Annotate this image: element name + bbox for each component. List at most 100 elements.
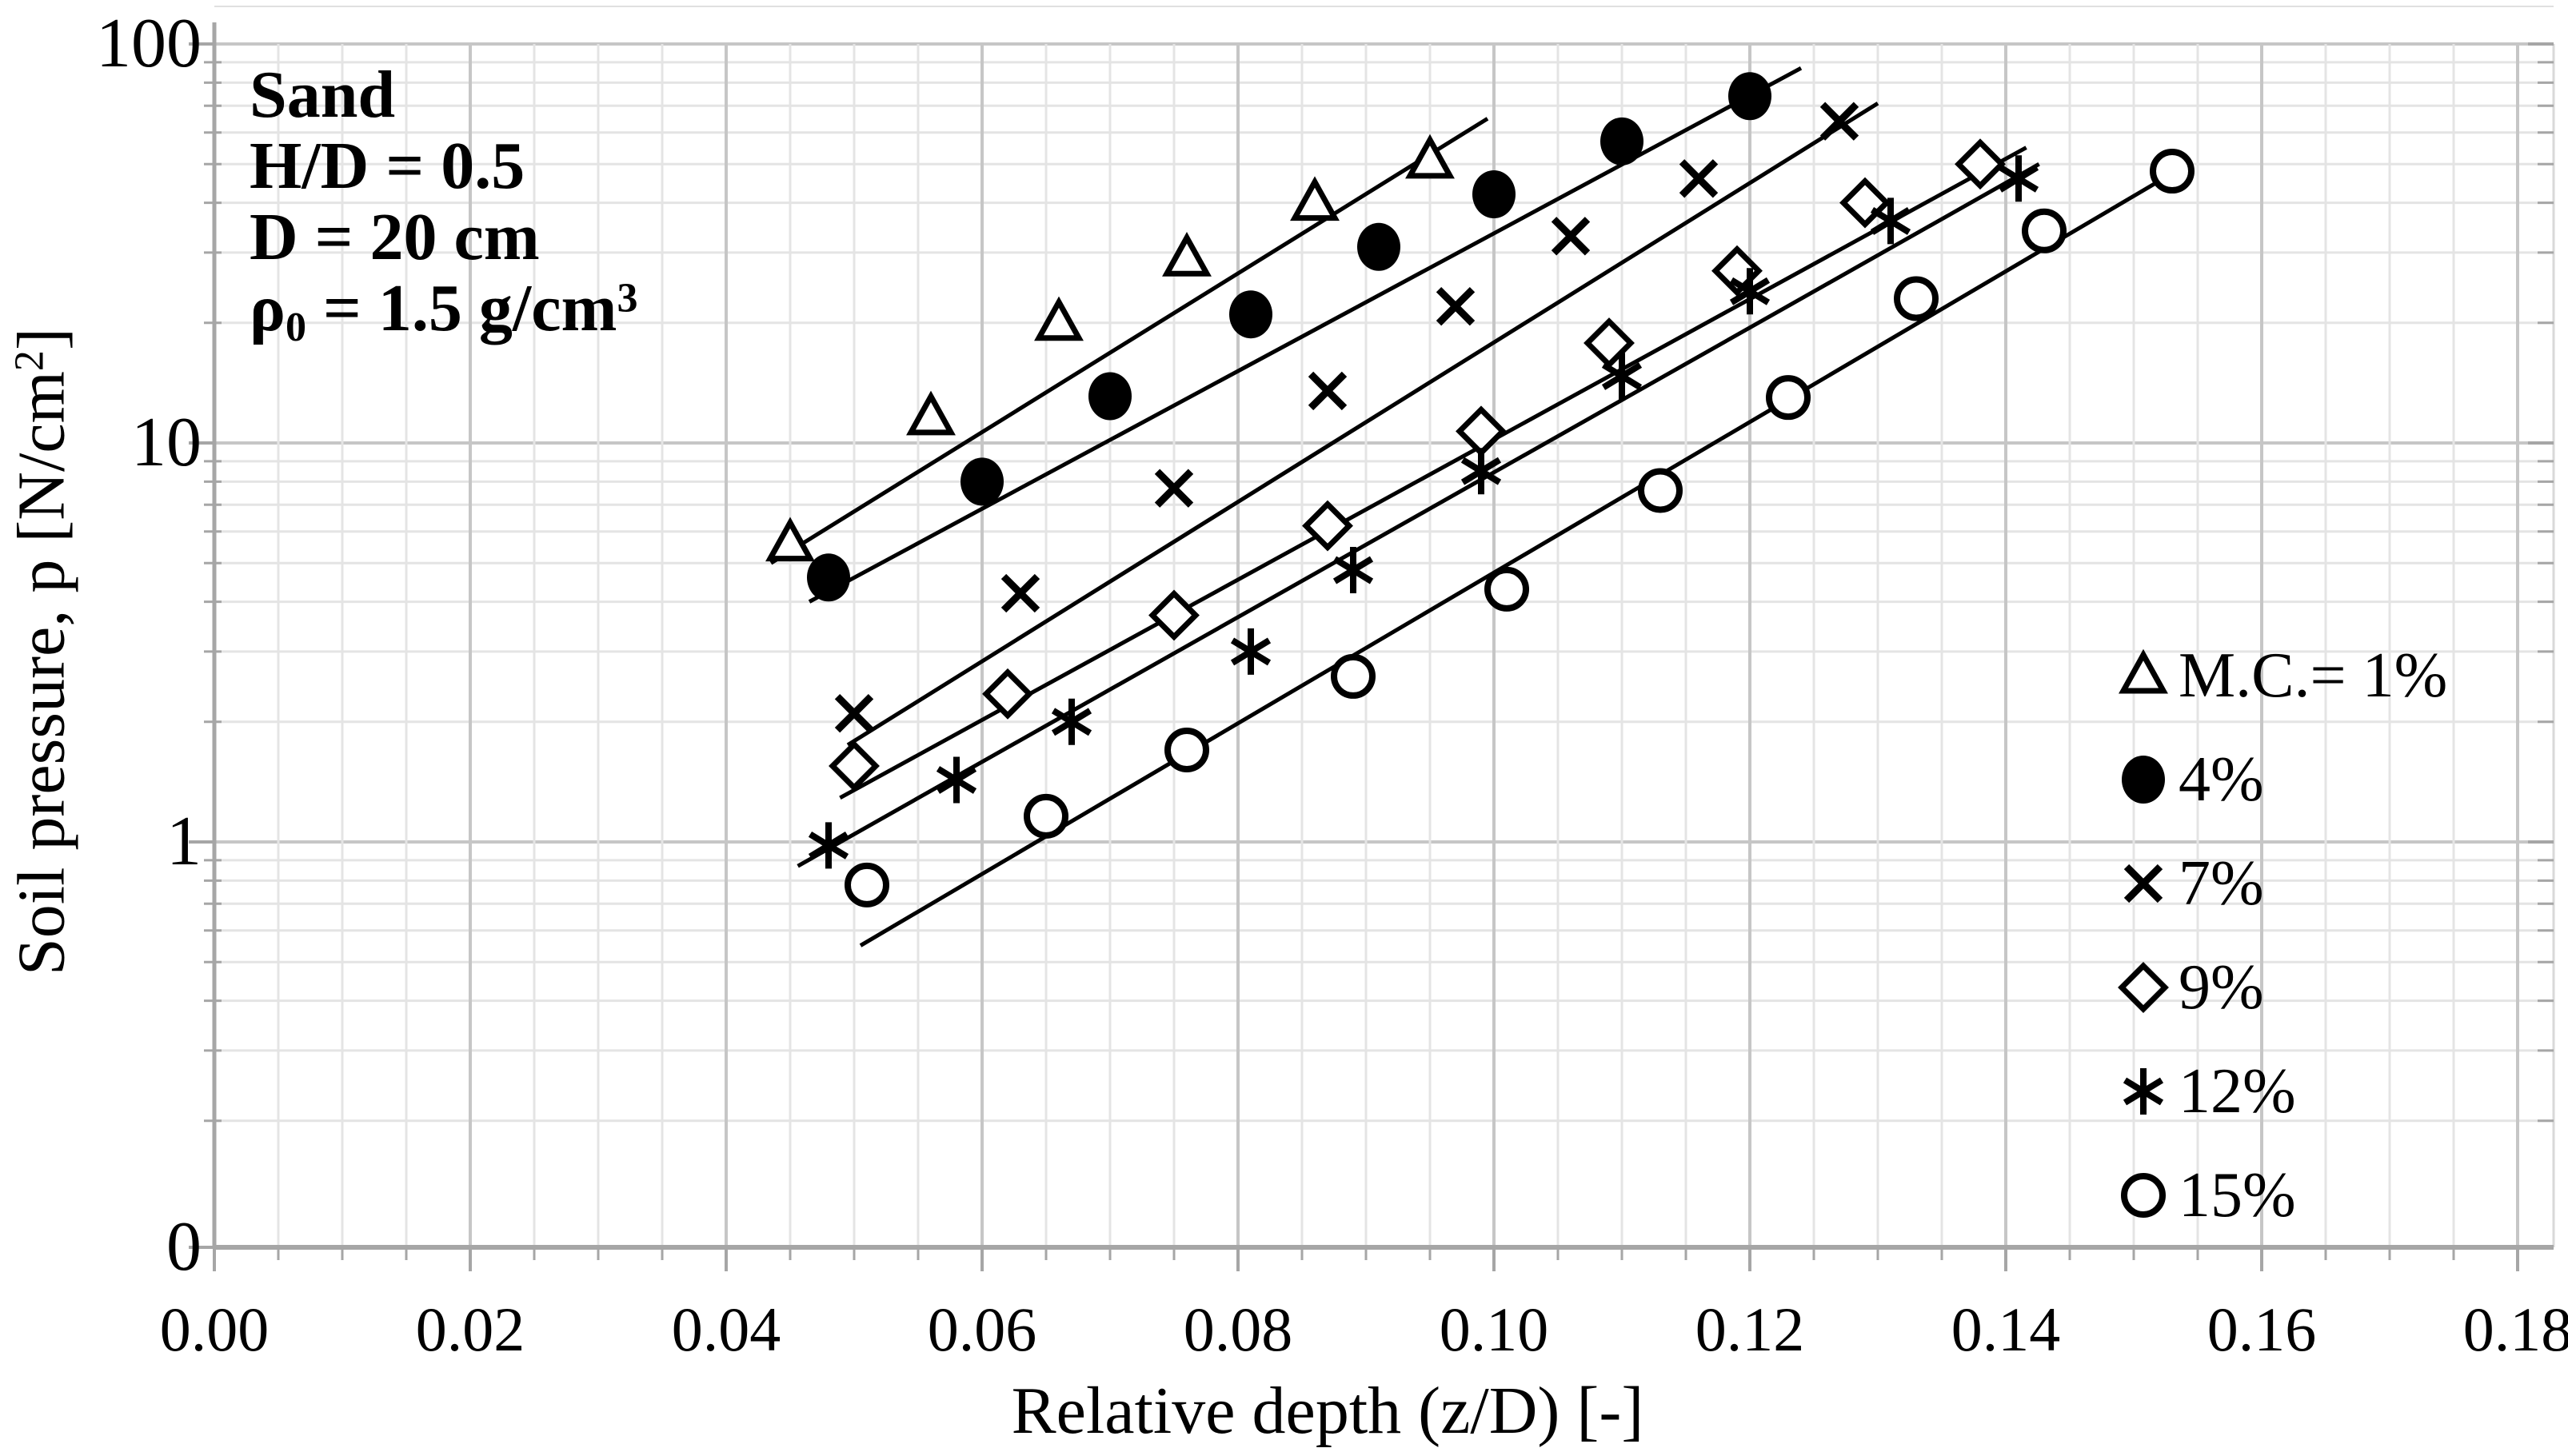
x-tick-label: 0.04 — [671, 1294, 781, 1364]
annotation-diameter: D = 20 cm — [250, 200, 540, 274]
marker-asterisk-icon — [1998, 164, 2039, 193]
rho-subscript: 0 — [285, 305, 306, 351]
marker-x-icon — [1154, 469, 1194, 508]
marker-asterisk-icon — [1051, 708, 1092, 736]
x-tick-label: 0.16 — [2207, 1294, 2317, 1364]
x-tick-label: 0.00 — [159, 1294, 270, 1364]
marker-filled-circle-icon — [1472, 170, 1516, 218]
marker-asterisk-icon — [1332, 556, 1374, 584]
trend-line — [769, 117, 1489, 565]
legend-item: M.C.= 1% — [2116, 640, 2448, 711]
annotation-density: ρ0 = 1.5 g/cm3 — [250, 271, 638, 349]
marker-filled-circle-icon — [2122, 756, 2165, 804]
marker-open-circle-icon — [1894, 276, 1939, 321]
marker-asterisk-icon — [1460, 457, 1502, 485]
legend-item-label: 15% — [2179, 1160, 2296, 1231]
annotation-hd-ratio: H/D = 0.5 — [250, 129, 525, 203]
y-tick-label: 10 — [131, 404, 202, 481]
legend-marker-asterisk-icon — [2123, 1068, 2164, 1115]
marker-filled-circle-icon — [1728, 72, 1771, 121]
marker-triangle-icon — [765, 517, 815, 562]
marker-triangle-icon — [2119, 648, 2168, 694]
legend-item-label: 12% — [2179, 1056, 2296, 1127]
marker-open-circle-icon — [1766, 375, 1811, 421]
marker-asterisk-icon — [1230, 637, 1272, 666]
marker-triangle-icon — [906, 390, 956, 436]
marker-triangle-icon — [1405, 134, 1455, 179]
marker-open-circle-icon — [1484, 566, 1529, 612]
marker-open-circle-icon — [845, 862, 889, 908]
marker-open-circle-icon — [1024, 793, 1068, 839]
marker-x-icon — [1308, 371, 1348, 411]
marker-open-circle-icon — [1164, 728, 1209, 773]
legend-item-label: 4% — [2179, 744, 2264, 815]
legend-marker-diamond-open-icon — [2118, 962, 2169, 1013]
marker-diamond-icon — [1148, 589, 1200, 641]
marker-x-icon — [2123, 864, 2163, 904]
x-tick-label: 0.12 — [1695, 1294, 1805, 1364]
y-tick-label: 1 — [166, 803, 202, 880]
x-tick-label: 0.18 — [2462, 1294, 2568, 1364]
legend-item-label: 7% — [2179, 848, 2264, 919]
legend-item: 7% — [2116, 848, 2264, 919]
marker-filled-circle-icon — [1357, 222, 1400, 271]
marker-open-circle-icon — [1638, 468, 1683, 513]
x-tick-label: 0.06 — [927, 1294, 1037, 1364]
legend-item: 12% — [2116, 1056, 2296, 1127]
marker-triangle-icon — [1290, 176, 1340, 221]
marker-asterisk-icon — [936, 766, 977, 794]
marker-x-icon — [1551, 217, 1591, 256]
marker-diamond-icon — [982, 668, 1033, 720]
marker-filled-circle-icon — [807, 553, 850, 602]
marker-filled-circle-icon — [1229, 290, 1272, 339]
marker-asterisk-icon — [1870, 206, 1911, 235]
marker-asterisk-icon — [1729, 277, 1771, 305]
marker-x-icon — [1819, 102, 1859, 141]
trend-line — [859, 169, 2178, 947]
legend-item: 9% — [2116, 952, 2264, 1023]
y-axis-title-exponent: 2 — [6, 350, 53, 372]
y-tick-label: 100 — [96, 5, 202, 82]
x-tick-label: 0.08 — [1183, 1294, 1293, 1364]
marker-diamond-icon — [829, 740, 880, 792]
marker-x-icon — [1000, 573, 1040, 613]
marker-triangle-icon — [1034, 296, 1084, 341]
marker-open-circle-icon — [2150, 149, 2195, 194]
marker-filled-circle-icon — [1600, 117, 1643, 166]
annotation-soil-type: Sand — [250, 58, 396, 132]
density-exponent: 3 — [617, 275, 638, 321]
marker-triangle-icon — [1162, 232, 1212, 277]
y-tick-label: 0 — [166, 1208, 202, 1286]
legend-marker-triangle-open-icon — [2119, 648, 2168, 694]
marker-diamond-icon — [1302, 500, 1353, 552]
marker-filled-circle-icon — [1088, 372, 1132, 421]
x-tick-label: 0.02 — [415, 1294, 525, 1364]
legend-item-label: M.C.= 1% — [2179, 640, 2448, 711]
marker-open-circle-icon — [1331, 653, 1376, 699]
legend-marker-circle-open-icon — [2121, 1173, 2166, 1218]
marker-diamond-icon — [2118, 962, 2169, 1013]
marker-x-icon — [1679, 159, 1719, 198]
marker-asterisk-icon — [1601, 362, 1643, 390]
density-value: = 1.5 g/cm — [306, 271, 617, 345]
marker-open-circle-icon — [2121, 1173, 2166, 1218]
marker-open-circle-icon — [2022, 208, 2067, 253]
x-axis-title: Relative depth (z/D) [-] — [1011, 1374, 1644, 1448]
trend-line — [797, 162, 2040, 868]
trend-line — [839, 146, 2027, 800]
y-axis-title-close: ] — [4, 328, 79, 351]
rho-symbol: ρ — [250, 271, 286, 345]
trend-line — [846, 102, 1879, 747]
legend-item: 4% — [2116, 744, 2264, 815]
legend-marker-x-icon — [2123, 864, 2163, 904]
legend-marker-circle-filled-icon — [2122, 756, 2165, 804]
marker-x-icon — [1436, 286, 1476, 326]
marker-diamond-icon — [1955, 138, 2006, 190]
x-tick-label: 0.10 — [1439, 1294, 1549, 1364]
legend-item: 15% — [2116, 1160, 2296, 1231]
marker-asterisk-icon — [2123, 1077, 2164, 1106]
legend-item-label: 9% — [2179, 952, 2264, 1023]
marker-filled-circle-icon — [961, 457, 1004, 506]
